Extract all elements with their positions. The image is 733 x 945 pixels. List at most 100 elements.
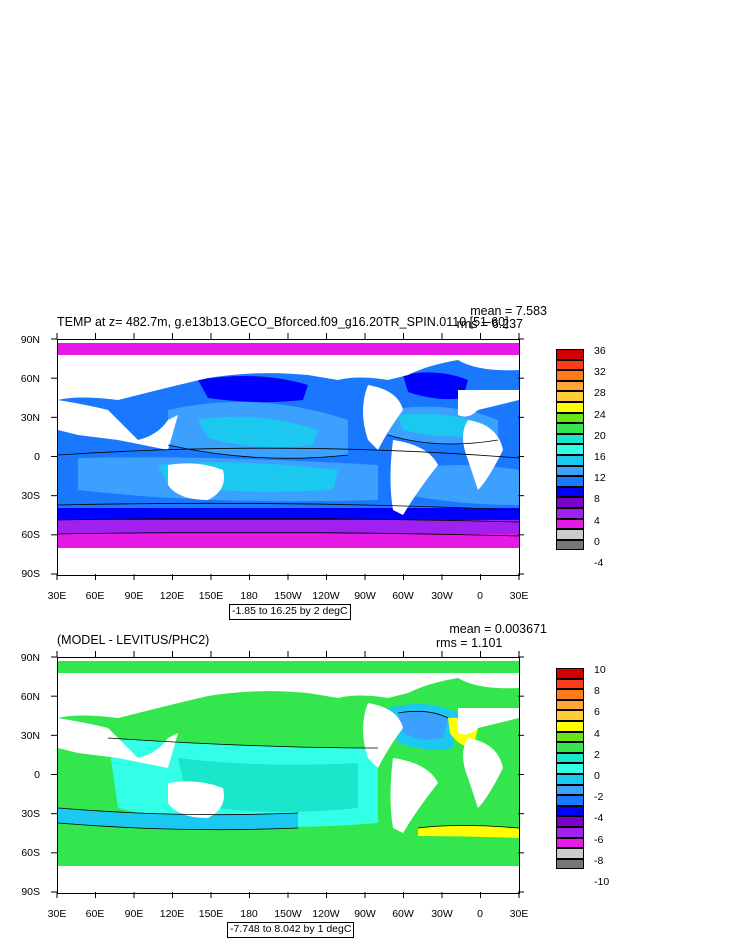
lon-label: 150W <box>274 590 302 602</box>
temperature-field <box>58 340 519 575</box>
colorbar-swatch <box>556 497 584 508</box>
colorbar-swatch <box>556 710 584 721</box>
lon-label: 30W <box>431 590 453 602</box>
colorbar-label: 10 <box>594 664 606 676</box>
lat-label: 60S <box>21 529 40 541</box>
lon-label: 180 <box>240 590 258 602</box>
colorbar-swatch <box>556 826 584 838</box>
mean-label: mean = 7.583 <box>470 304 547 318</box>
lon-label: 90W <box>354 908 376 920</box>
lat-label: 30N <box>20 730 40 742</box>
lon-label: 60W <box>392 908 414 920</box>
colorbar-label: -4 <box>594 812 604 825</box>
colorbar-swatch <box>556 752 584 764</box>
contour-info: -7.748 to 8.042 by 1 degC <box>227 922 355 938</box>
arctic-band <box>58 343 519 355</box>
colorbar-swatch <box>556 848 584 859</box>
colorbar-label: 2 <box>594 748 600 761</box>
colorbar-label: -8 <box>594 854 604 867</box>
lon-label: 120E <box>159 590 185 602</box>
lat-label: 90N <box>20 334 40 346</box>
colorbar-swatch <box>556 518 584 530</box>
colorbar-swatch <box>556 539 584 551</box>
colorbar-swatch <box>556 720 584 732</box>
colorbar-swatch <box>556 423 584 434</box>
colorbar-swatch <box>556 465 584 477</box>
colorbar-swatch <box>556 784 584 796</box>
colorbar-swatch <box>556 795 584 806</box>
colorbar-label: 12 <box>594 472 606 485</box>
lon-label: 60E <box>85 908 105 920</box>
rms-label: rms = 6.237 <box>456 317 523 331</box>
lat-label: 0 <box>34 451 40 463</box>
lon-label: 30E <box>47 590 67 602</box>
colorbar-swatch <box>556 668 584 679</box>
colorbar-label: 32 <box>594 366 606 379</box>
colorbar-label: 8 <box>594 685 600 698</box>
colorbar-label: 28 <box>594 387 606 400</box>
colorbar-label: 4 <box>594 727 600 740</box>
lon-label: 120W <box>312 908 340 920</box>
colorbar-swatch <box>556 370 584 381</box>
colorbar-label: 0 <box>594 535 600 548</box>
lat-label: 30N <box>20 412 40 424</box>
lat-label: 90S <box>21 568 40 580</box>
lon-label: 90E <box>124 908 144 920</box>
colorbar-label: 16 <box>594 451 606 463</box>
lat-label: 60N <box>20 373 40 385</box>
colorbar-label: 36 <box>594 345 606 357</box>
mean-label: mean = 0.003671 <box>449 622 547 636</box>
lon-label: 180 <box>240 908 258 920</box>
colorbar-swatch <box>556 433 584 445</box>
colorbar-swatch <box>556 858 584 870</box>
rms-label: rms = 1.101 <box>436 636 503 650</box>
colorbar-swatch <box>556 507 584 519</box>
contour-info: -1.85 to 16.25 by 2 degC <box>229 604 351 620</box>
lat-label: 60S <box>21 847 40 859</box>
colorbar-swatch <box>556 486 584 498</box>
lon-label: 60E <box>85 590 105 602</box>
colorbar-label: 6 <box>594 706 600 719</box>
colorbar-swatch <box>556 476 584 487</box>
colorbar-swatch <box>556 805 584 817</box>
map-plot-area <box>57 339 520 576</box>
colorbar-label: 4 <box>594 514 600 527</box>
lat-label: 0 <box>34 769 40 781</box>
colorbar-swatch <box>556 401 584 413</box>
colorbar-swatch <box>556 444 584 455</box>
lon-label: 150E <box>198 590 224 602</box>
lat-label: 90S <box>21 886 40 898</box>
map-plot-area <box>57 657 520 894</box>
colorbar-swatch <box>556 689 584 700</box>
colorbar-swatch <box>556 816 584 827</box>
colorbar-label: 0 <box>594 770 600 782</box>
colorbar-label: -4 <box>594 557 604 569</box>
colorbar-swatch <box>556 742 584 753</box>
colorbar-swatch <box>556 349 584 360</box>
colorbar-swatch <box>556 529 584 540</box>
lon-label: 120W <box>312 590 340 602</box>
colorbar <box>556 668 584 870</box>
colorbar-swatch <box>556 678 584 690</box>
colorbar-swatch <box>556 391 584 402</box>
lon-label: 150E <box>198 908 224 920</box>
colorbar-swatch <box>556 359 584 371</box>
lon-label: 30W <box>431 908 453 920</box>
lon-label: 90W <box>354 590 376 602</box>
lat-label: 30S <box>21 490 40 502</box>
colorbar-swatch <box>556 763 584 774</box>
colorbar-swatch <box>556 837 584 849</box>
colorbar-label: -10 <box>594 876 610 888</box>
colorbar-swatch <box>556 773 584 785</box>
map-title: (MODEL - LEVITUS/PHC2) <box>57 633 210 647</box>
colorbar-swatch <box>556 380 584 392</box>
colorbar-label: -2 <box>594 791 604 804</box>
difference-field <box>58 658 519 893</box>
lon-label: 0 <box>477 590 483 602</box>
colorbar-swatch <box>556 699 584 711</box>
colorbar-swatch <box>556 412 584 424</box>
lon-label: 60W <box>392 590 414 602</box>
lon-label: 30E <box>509 908 529 920</box>
lon-label: 120E <box>159 908 185 920</box>
colorbar <box>556 349 584 551</box>
